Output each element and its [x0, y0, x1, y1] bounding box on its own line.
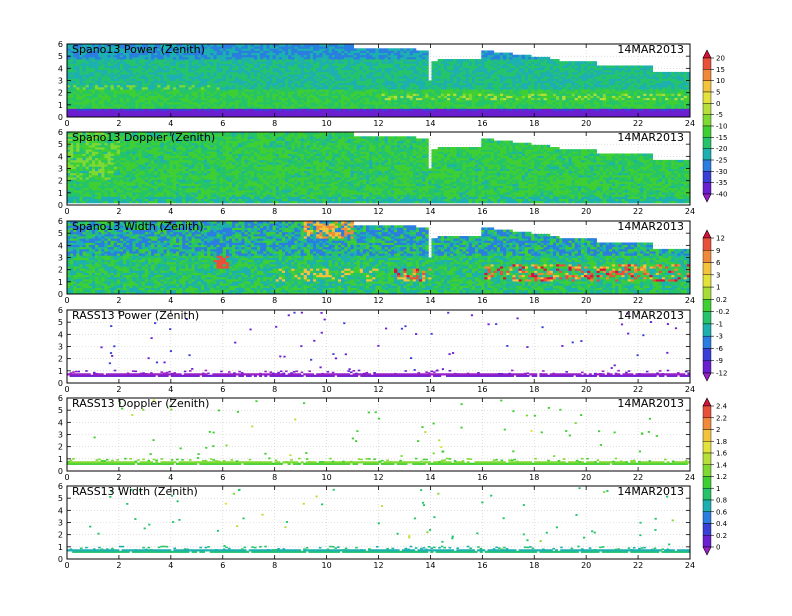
- heatmap-cell: [391, 48, 395, 51]
- heatmap-cell: [456, 59, 460, 62]
- heatmap-cell: [416, 50, 420, 53]
- heatmap-cell: [484, 50, 488, 53]
- heatmap-cell: [528, 55, 532, 58]
- heatmap-cell: [397, 48, 401, 51]
- heatmap-cell: [441, 59, 445, 62]
- heatmap-cell: [400, 48, 404, 51]
- heatmap-cell: [488, 50, 492, 53]
- heatmap-cell: [525, 55, 529, 58]
- heatmap-cell: [435, 61, 439, 64]
- heatmap-cell: [516, 55, 520, 58]
- heatmap-cell: [422, 50, 426, 53]
- heatmap-cell: [379, 48, 383, 51]
- heatmap-cell: [459, 59, 463, 62]
- heatmap-cell: [438, 59, 442, 62]
- heatmap-cell: [369, 48, 373, 51]
- heatmap-cell: [463, 59, 467, 62]
- heatmap-cell: [372, 48, 376, 51]
- heatmap-cell: [447, 59, 451, 62]
- heatmap-cell: [500, 53, 504, 56]
- heatmap-cell: [410, 48, 414, 51]
- heatmap-cell: [509, 53, 513, 56]
- heatmap-cell: [444, 59, 448, 62]
- heatmap-cell: [388, 48, 392, 51]
- heatmap-cell: [413, 48, 417, 51]
- heatmap-cell: [428, 81, 432, 84]
- heatmap-cell: [403, 48, 407, 51]
- heatmap-cell: [357, 48, 361, 51]
- heatmap-cell: [385, 48, 389, 51]
- heatmap-cell: [469, 59, 473, 62]
- heatmap-cell: [354, 48, 358, 51]
- heatmap-cell: [450, 59, 454, 62]
- heatmap-cell: [512, 55, 516, 58]
- heatmap-cell: [491, 50, 495, 53]
- heatmap-cell: [375, 48, 379, 51]
- heatmap-cell: [394, 48, 398, 51]
- heatmap-cell: [494, 53, 498, 56]
- heatmap-cell: [531, 57, 535, 60]
- heatmap-cell: [534, 57, 538, 60]
- heatmap-cell: [366, 48, 370, 51]
- heatmap-cell: [478, 59, 482, 62]
- heatmap-cell: [506, 53, 510, 56]
- heatmap-cell: [503, 53, 507, 56]
- heatmap-cell: [431, 61, 435, 64]
- heatmap-cell: [544, 57, 548, 60]
- heatmap-cell: [497, 53, 501, 56]
- heatmap-cell: [419, 50, 423, 53]
- heatmap-cell: [481, 50, 485, 53]
- heatmap-cell: [537, 57, 541, 60]
- heatmap-cell: [382, 48, 386, 51]
- heatmap-cell: [363, 48, 367, 51]
- heatmap-cell: [519, 55, 523, 58]
- heatmap-cell: [540, 57, 544, 60]
- heatmap-cell: [425, 50, 429, 53]
- heatmap-cell: [466, 59, 470, 62]
- heatmap-cell: [360, 48, 364, 51]
- heatmap-cell: [475, 59, 479, 62]
- heatmap-cell: [522, 55, 526, 58]
- heatmap-cell: [407, 48, 411, 51]
- heatmap-cell: [472, 59, 476, 62]
- heatmap-cell: [453, 59, 457, 62]
